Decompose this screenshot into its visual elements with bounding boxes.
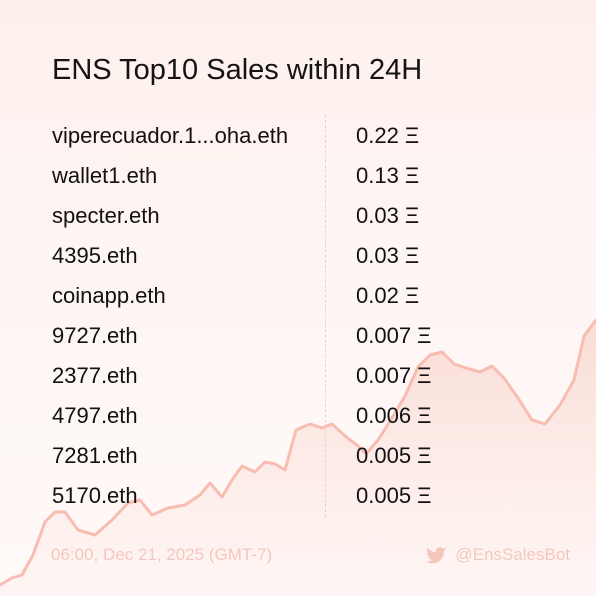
sale-name: viperecuador.1...oha.eth (52, 123, 289, 148)
list-item: 4797.eth 0.006 Ξ (52, 395, 552, 435)
list-item: 4395.eth 0.03 Ξ (52, 235, 552, 275)
sale-name: 2377.eth (52, 363, 138, 388)
footer-handle-label: @EnsSalesBot (455, 545, 570, 564)
sale-price: 0.02 Ξ (356, 283, 420, 308)
sale-price: 0.007 Ξ (356, 363, 432, 388)
sale-price: 0.03 Ξ (356, 243, 420, 268)
list-item: 9727.eth 0.007 Ξ (52, 315, 552, 355)
sale-name: 9727.eth (52, 323, 138, 348)
sale-price: 0.03 Ξ (356, 203, 420, 228)
twitter-bird-icon (426, 546, 447, 563)
list-item: viperecuador.1...oha.eth 0.22 Ξ (52, 115, 552, 155)
sale-price: 0.007 Ξ (356, 323, 432, 348)
sale-price: 0.22 Ξ (356, 123, 420, 148)
sale-name: coinapp.eth (52, 283, 166, 308)
sale-price: 0.005 Ξ (356, 443, 432, 468)
list-item: coinapp.eth 0.02 Ξ (52, 275, 552, 315)
sale-name: 7281.eth (52, 443, 138, 468)
footer-timestamp: 06:00, Dec 21, 2025 (GMT-7) (51, 545, 273, 564)
sale-name: wallet1.eth (52, 163, 158, 188)
chart-area (0, 320, 596, 596)
sale-name: specter.eth (52, 203, 160, 228)
footer-handle[interactable]: @EnsSalesBot (426, 544, 570, 566)
sale-price: 0.006 Ξ (356, 403, 432, 428)
list-item: specter.eth 0.03 Ξ (52, 195, 552, 235)
chart-line (0, 318, 596, 587)
column-divider (325, 115, 326, 517)
list-item: 7281.eth 0.005 Ξ (52, 435, 552, 475)
sale-name: 4395.eth (52, 243, 138, 268)
list-item: 5170.eth 0.005 Ξ (52, 475, 552, 515)
page-title: ENS Top10 Sales within 24H (52, 54, 423, 86)
list-item: wallet1.eth 0.13 Ξ (52, 155, 552, 195)
sale-name: 5170.eth (52, 483, 138, 508)
sale-price: 0.13 Ξ (356, 163, 420, 188)
sales-list: viperecuador.1...oha.eth 0.22 Ξ wallet1.… (52, 115, 552, 515)
sale-name: 4797.eth (52, 403, 138, 428)
sale-price: 0.005 Ξ (356, 483, 432, 508)
list-item: 2377.eth 0.007 Ξ (52, 355, 552, 395)
